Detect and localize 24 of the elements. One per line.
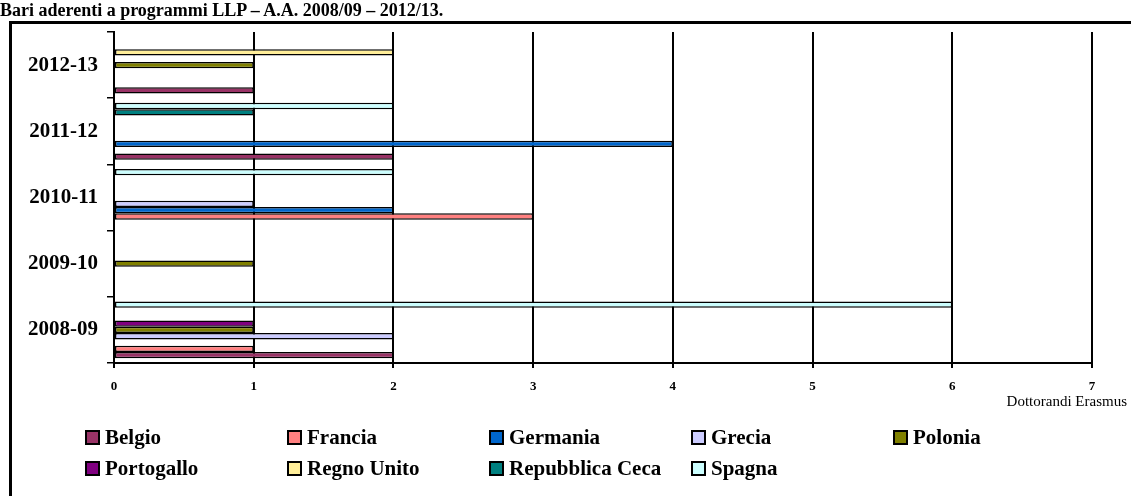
x-tick-label: 2 [390, 378, 397, 394]
x-tick-label: 0 [110, 378, 118, 394]
legend-label: Spagna [711, 456, 778, 481]
x-tick-label: 5 [809, 378, 817, 394]
x-tick-label: 7 [1088, 378, 1096, 394]
x-tick-label: 4 [669, 378, 677, 394]
legend-label: Repubblica Ceca [509, 456, 662, 481]
x-tick-label: 6 [949, 378, 957, 394]
y-tick-label: 2010-11 [29, 183, 98, 208]
legend-label: Portogallo [105, 456, 199, 481]
legend-label: Francia [307, 425, 377, 450]
legend-label: Belgio [105, 425, 161, 450]
legend-label: Grecia [711, 425, 772, 450]
x-tick-label: 1 [250, 378, 257, 394]
y-tick-label: 2009-10 [28, 250, 98, 275]
legend-label: Regno Unito [307, 456, 420, 481]
x-tick-label: 3 [529, 378, 537, 394]
y-tick-label: 2012-13 [28, 51, 98, 76]
legend-label: Polonia [913, 425, 981, 450]
y-tick-label: 2011-12 [29, 117, 98, 142]
chart-title: Bari aderenti a programmi LLP – A.A. 2008/09 – 2012/13. [0, 0, 444, 21]
x-axis-title: Dottorandi Erasmus [1006, 393, 1127, 410]
legend-label: Germania [509, 425, 600, 450]
y-tick-label: 2008-09 [28, 316, 98, 341]
